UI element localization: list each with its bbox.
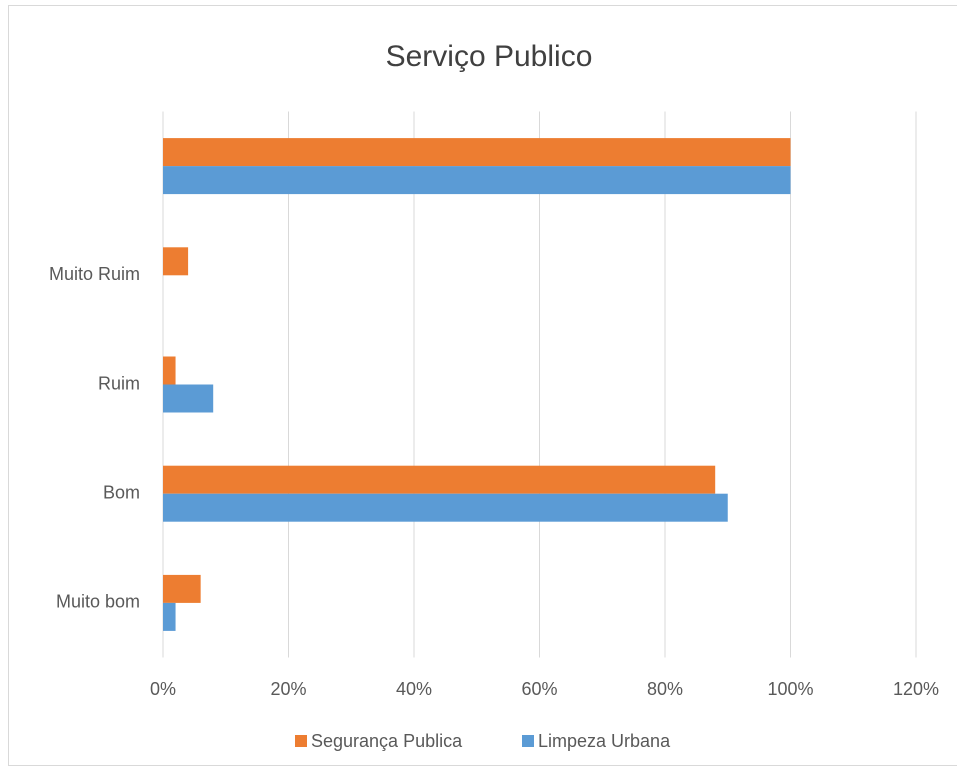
y-tick-label: Ruim (98, 373, 140, 393)
bar (163, 574, 201, 603)
bar (163, 493, 728, 522)
x-tick-label: 100% (767, 679, 813, 699)
bar (163, 356, 176, 385)
chart-border (8, 5, 957, 766)
x-tick-label: 0% (150, 679, 176, 699)
x-tick-label: 60% (521, 679, 557, 699)
bar (163, 602, 176, 631)
bar (163, 138, 791, 167)
y-tick-label: Muito bom (56, 592, 140, 612)
legend-label: Limpeza Urbana (538, 731, 671, 751)
bar (163, 465, 716, 494)
chart-title: Serviço Publico (386, 40, 593, 73)
bar (163, 247, 189, 276)
y-tick-label: Bom (103, 482, 140, 502)
x-tick-label: 80% (647, 679, 683, 699)
legend-swatch (295, 735, 307, 747)
x-tick-label: 120% (893, 679, 939, 699)
x-tick-label: 20% (270, 679, 306, 699)
bar (163, 166, 791, 195)
legend-swatch (522, 735, 534, 747)
y-tick-label: Muito Ruim (49, 264, 140, 284)
bar (163, 384, 214, 413)
legend-label: Segurança Publica (311, 731, 463, 751)
x-tick-label: 40% (396, 679, 432, 699)
